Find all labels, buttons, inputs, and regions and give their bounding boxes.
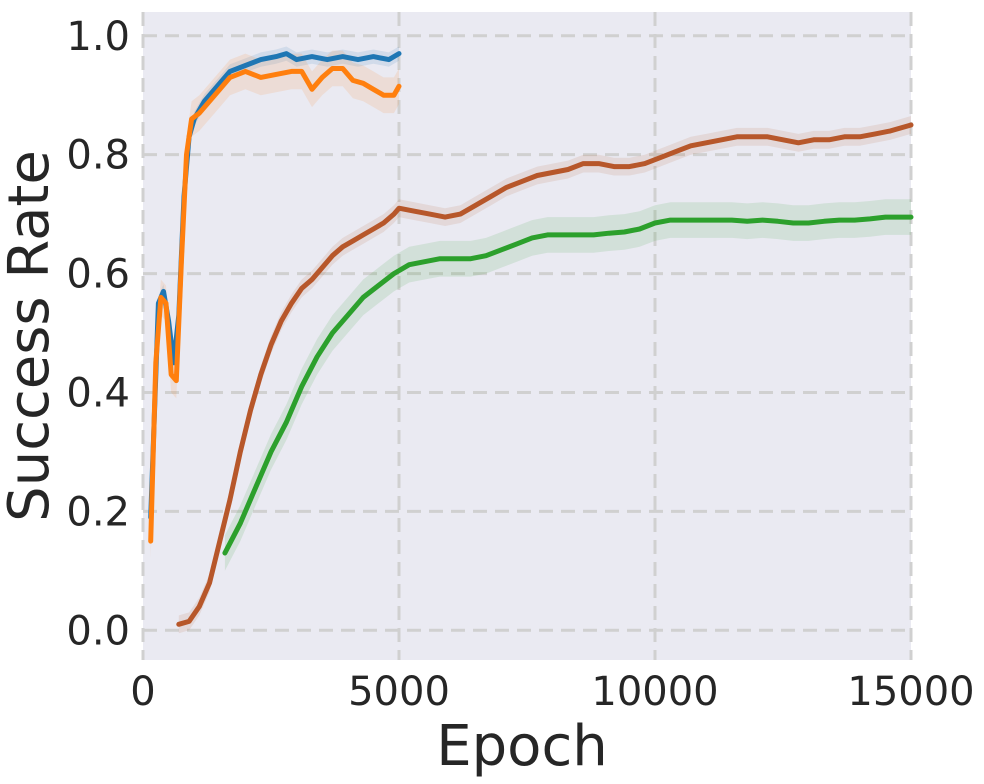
series-3-line: [222, 214, 914, 556]
series-3-band: [224, 199, 911, 571]
y-tick-label: 0.8: [66, 133, 130, 179]
plot-background: [143, 12, 911, 660]
x-tick-label: 5000: [348, 669, 450, 715]
y-axis-label: Success Rate: [0, 150, 62, 522]
y-tick-label: 1.0: [66, 14, 130, 60]
confidence-bands: [150, 46, 912, 634]
x-tick-labels: 0 5000 10000 15000: [130, 669, 974, 715]
y-tick-label: 0.6: [66, 252, 130, 298]
series-1-band: [150, 50, 399, 559]
y-tick-label: 0.4: [66, 370, 130, 416]
x-axis-label: Epoch: [436, 714, 607, 779]
series-1-line: [148, 66, 402, 544]
grid: [141, 12, 913, 660]
y-tick-label: 0.0: [66, 608, 130, 654]
series-2-line: [176, 122, 914, 627]
x-tick-label: 0: [130, 669, 155, 715]
y-tick-label: 0.2: [66, 489, 130, 535]
series-lines: [148, 51, 914, 627]
series-0-line: [148, 51, 402, 520]
x-tick-label: 10000: [591, 669, 718, 715]
x-tick-label: 15000: [847, 669, 974, 715]
y-tick-labels: 0.0 0.2 0.4 0.6 0.8 1.0: [66, 14, 130, 654]
